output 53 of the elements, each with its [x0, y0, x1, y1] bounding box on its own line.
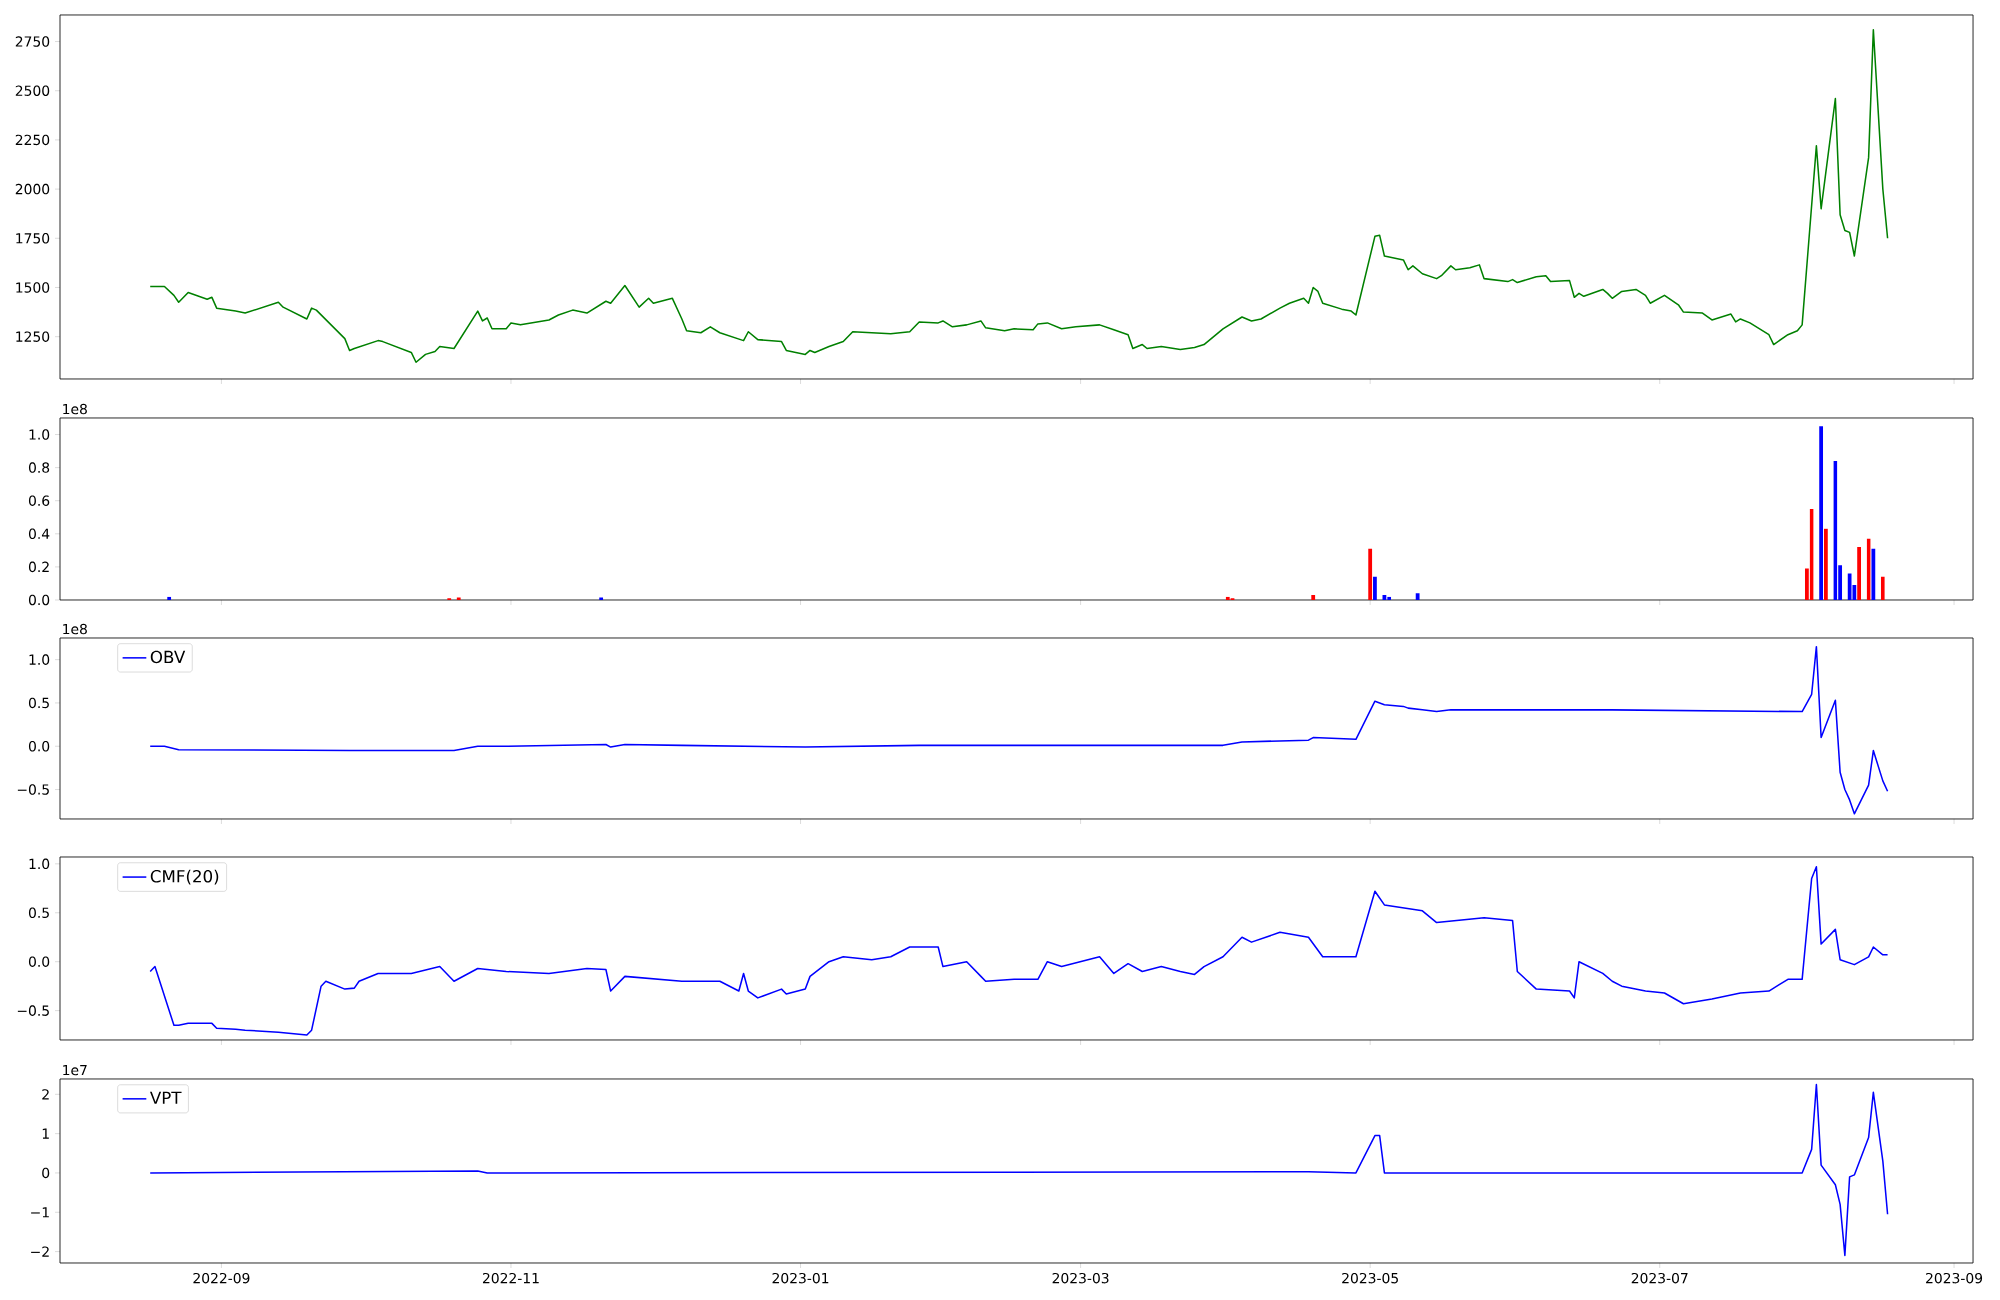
y-tick-label: 0.0 — [28, 740, 50, 752]
x-tick-label: 2022-11 — [482, 1272, 539, 1284]
bar — [1819, 426, 1824, 600]
y-tick-label: 1250 — [16, 331, 50, 342]
bar — [1225, 596, 1230, 600]
y-tick-label: 2 — [42, 1089, 49, 1100]
y-tick-label: 2750 — [15, 36, 50, 47]
bar — [1871, 548, 1876, 600]
text: 1e8 — [63, 623, 87, 635]
y-tick-label: 0.0 — [28, 956, 50, 967]
bar — [1823, 528, 1828, 600]
y-tick-label: −0.5 — [17, 784, 49, 795]
y-tick-label: 1750 — [16, 233, 50, 244]
y-tick-label: 0.5 — [28, 907, 49, 919]
line-series — [149, 1083, 1889, 1257]
line-series — [149, 28, 1889, 364]
y-tick-label: 1.0 — [29, 858, 50, 870]
y-tick-label: 1 — [42, 1128, 49, 1139]
text: 1e8 — [63, 403, 87, 415]
x-tick-label: 2023-01 — [772, 1272, 829, 1284]
y-tick-label: 1.0 — [29, 429, 50, 440]
y-tick-label: 0.6 — [28, 495, 50, 506]
y-tick-label: 0.5 — [28, 697, 49, 709]
y-tick-label: 0 — [42, 1167, 50, 1179]
y-tick-label: 2250 — [15, 134, 50, 146]
bar — [1311, 595, 1316, 600]
y-tick-label: 1.0 — [29, 654, 50, 665]
legend-label: VPT — [149, 1091, 182, 1104]
y-tick-label: 2000 — [15, 183, 50, 195]
y-tick-label: 0.2 — [28, 561, 49, 573]
legend-label: OBV — [150, 650, 186, 664]
y-tick-label: 0.8 — [28, 462, 50, 473]
x-tick-label: 2023-05 — [1342, 1272, 1398, 1284]
y-tick-label: 2500 — [15, 85, 50, 96]
y-tick-label: −0.5 — [17, 1005, 49, 1016]
bar — [1847, 573, 1852, 600]
x-tick-label: 2023-09 — [1926, 1272, 1983, 1284]
bar — [1857, 547, 1862, 600]
y-tick-label: 1500 — [16, 282, 50, 293]
bar — [1368, 548, 1373, 600]
x-tick-label: 2023-03 — [1052, 1272, 1109, 1284]
y-tick-label: −2 — [31, 1246, 49, 1257]
text: 1e7 — [63, 1064, 87, 1076]
y-tick-label: −1 — [31, 1207, 49, 1218]
bar — [1373, 576, 1377, 600]
bar — [1415, 593, 1420, 600]
legend-label: CMF(20) — [150, 869, 219, 885]
y-tick-label: 0.0 — [28, 594, 50, 606]
line-series — [149, 645, 1889, 815]
x-tick-label: 2022-09 — [193, 1272, 250, 1284]
x-tick-label: 2023-07 — [1631, 1272, 1688, 1284]
y-tick-label: 0.4 — [28, 528, 50, 540]
bar — [167, 596, 172, 600]
